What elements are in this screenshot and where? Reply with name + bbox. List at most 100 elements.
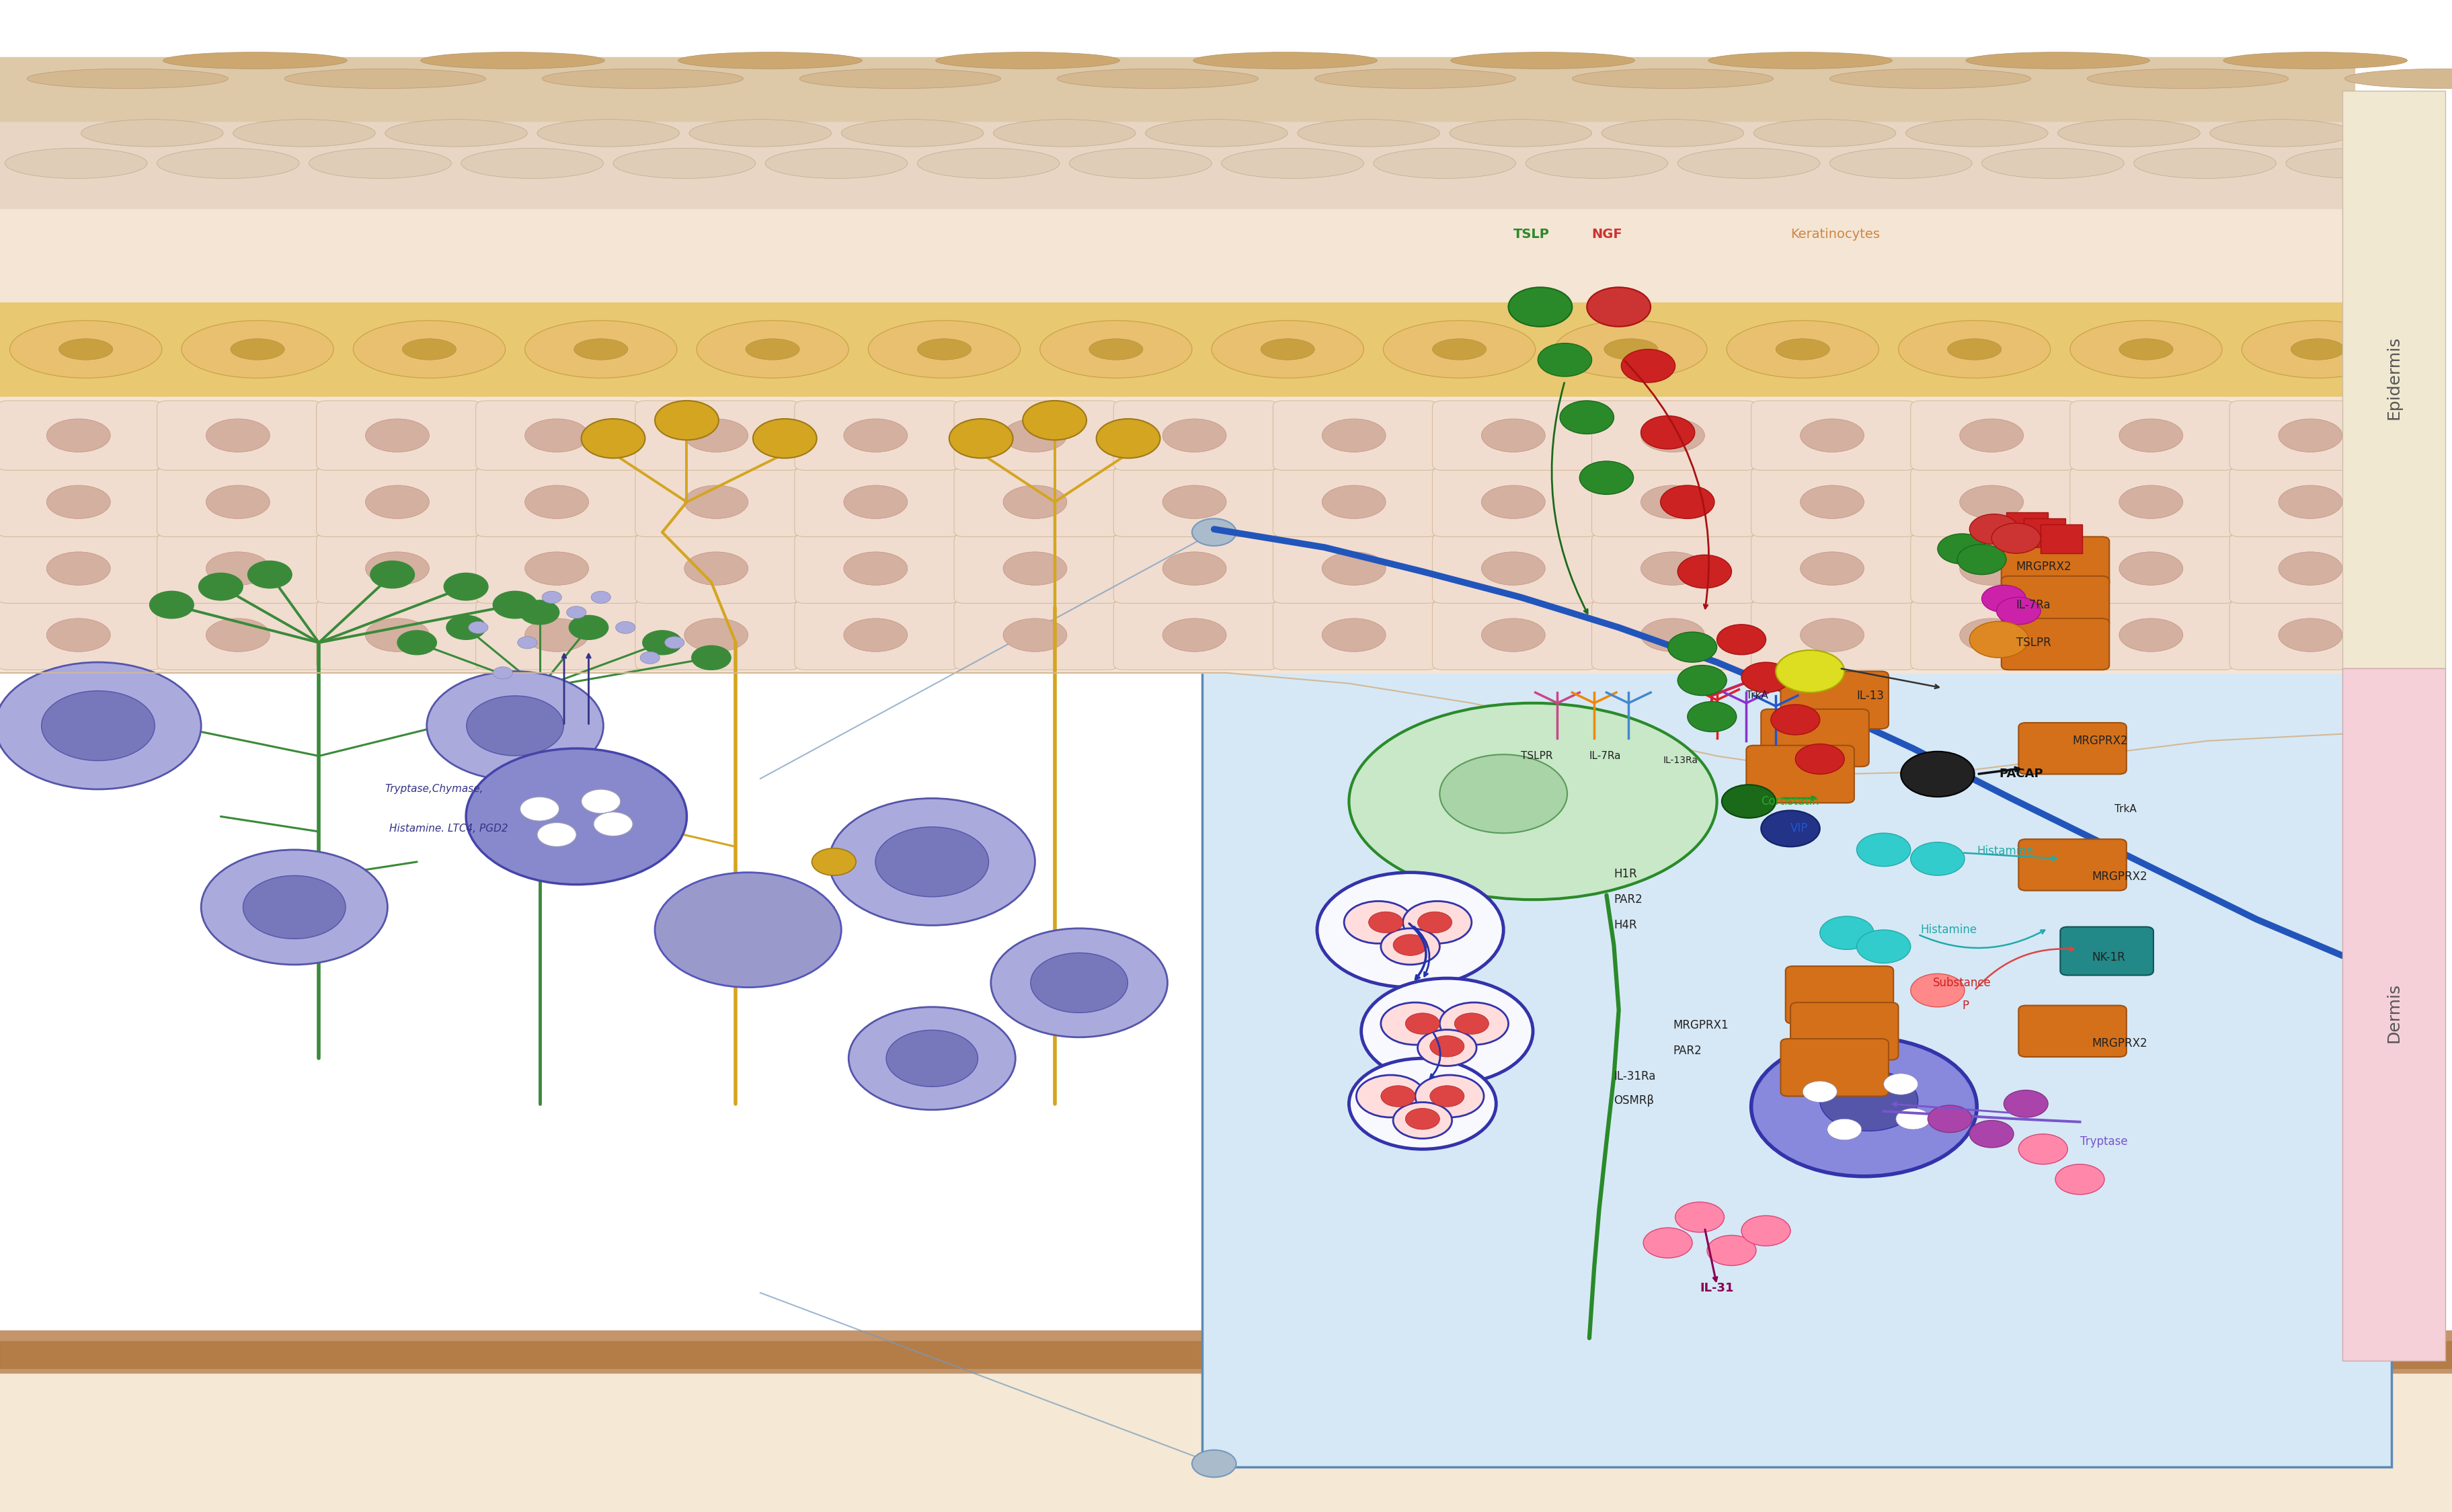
Ellipse shape [365, 618, 429, 652]
Ellipse shape [206, 552, 270, 585]
Text: NGF: NGF [1591, 228, 1623, 240]
Ellipse shape [1432, 339, 1486, 360]
Ellipse shape [2290, 339, 2344, 360]
FancyBboxPatch shape [794, 467, 959, 537]
Circle shape [566, 606, 586, 618]
Ellipse shape [1481, 485, 1545, 519]
FancyBboxPatch shape [954, 467, 1118, 537]
Ellipse shape [1677, 148, 1819, 178]
Circle shape [1827, 1119, 1861, 1140]
Ellipse shape [1211, 321, 1363, 378]
Text: Keratinocytes: Keratinocytes [1790, 228, 1878, 240]
Circle shape [1621, 349, 1675, 383]
FancyBboxPatch shape [954, 401, 1118, 470]
FancyBboxPatch shape [2060, 927, 2153, 975]
FancyBboxPatch shape [2069, 401, 2234, 470]
Ellipse shape [1800, 419, 1864, 452]
Ellipse shape [677, 53, 863, 68]
Text: MRGPRX2: MRGPRX2 [2092, 1037, 2148, 1049]
Ellipse shape [525, 552, 588, 585]
Circle shape [812, 848, 856, 875]
Circle shape [466, 696, 564, 756]
Circle shape [615, 621, 635, 634]
Ellipse shape [689, 119, 831, 147]
FancyBboxPatch shape [2069, 600, 2234, 670]
Bar [0, 57, 2354, 121]
Text: MRGPRX2: MRGPRX2 [2092, 871, 2148, 883]
Ellipse shape [1145, 119, 1287, 147]
Ellipse shape [2224, 53, 2408, 68]
Circle shape [1430, 1036, 1464, 1057]
Circle shape [1508, 287, 1572, 327]
Circle shape [1900, 751, 1974, 797]
Circle shape [1579, 461, 1633, 494]
FancyBboxPatch shape [0, 401, 162, 470]
Ellipse shape [1905, 119, 2047, 147]
Ellipse shape [993, 119, 1135, 147]
FancyBboxPatch shape [316, 401, 481, 470]
FancyBboxPatch shape [1910, 467, 2074, 537]
Circle shape [446, 615, 485, 640]
Text: TSLPR: TSLPR [2016, 637, 2050, 649]
Circle shape [885, 1030, 978, 1087]
FancyBboxPatch shape [954, 600, 1118, 670]
Bar [2006, 513, 2047, 541]
Ellipse shape [1800, 618, 1864, 652]
Circle shape [848, 1007, 1015, 1110]
Circle shape [1430, 1086, 1464, 1107]
Ellipse shape [1481, 552, 1545, 585]
Circle shape [1403, 901, 1471, 943]
Ellipse shape [2087, 70, 2288, 89]
Circle shape [1415, 1075, 1483, 1117]
Ellipse shape [1162, 552, 1226, 585]
Ellipse shape [2057, 119, 2199, 147]
Circle shape [664, 637, 684, 649]
Ellipse shape [162, 53, 346, 68]
FancyBboxPatch shape [1591, 401, 1756, 470]
Text: TrkA: TrkA [2114, 804, 2136, 813]
Ellipse shape [684, 485, 748, 519]
Circle shape [1660, 485, 1714, 519]
Ellipse shape [2133, 148, 2275, 178]
Text: IL-7Ra: IL-7Ra [2016, 599, 2050, 611]
FancyBboxPatch shape [1746, 745, 1854, 803]
Ellipse shape [206, 419, 270, 452]
FancyBboxPatch shape [1910, 401, 2074, 470]
Circle shape [1417, 912, 1452, 933]
FancyBboxPatch shape [1591, 467, 1756, 537]
Text: Tryptase,Chymase,: Tryptase,Chymase, [385, 785, 483, 794]
Ellipse shape [841, 119, 983, 147]
Ellipse shape [684, 419, 748, 452]
FancyBboxPatch shape [794, 600, 959, 670]
Circle shape [1677, 665, 1726, 696]
FancyBboxPatch shape [1273, 534, 1437, 603]
Ellipse shape [1221, 148, 1363, 178]
Bar [2342, 91, 2445, 668]
Ellipse shape [745, 339, 799, 360]
Circle shape [2055, 1164, 2104, 1194]
Circle shape [581, 789, 620, 813]
Ellipse shape [2278, 618, 2342, 652]
Text: Histamine. LTC4, PGD2: Histamine. LTC4, PGD2 [390, 824, 508, 833]
Text: Tryptase: Tryptase [2079, 1136, 2126, 1148]
Circle shape [2003, 1090, 2047, 1117]
Ellipse shape [537, 119, 679, 147]
Ellipse shape [1057, 70, 1258, 89]
Ellipse shape [1481, 419, 1545, 452]
Ellipse shape [1069, 148, 1211, 178]
Circle shape [0, 662, 201, 789]
Ellipse shape [684, 552, 748, 585]
FancyBboxPatch shape [476, 401, 640, 470]
Circle shape [1687, 702, 1736, 732]
FancyBboxPatch shape [1751, 600, 1915, 670]
Text: Dermis: Dermis [2386, 983, 2401, 1043]
FancyBboxPatch shape [1780, 1039, 1888, 1096]
Circle shape [1356, 1075, 1425, 1117]
FancyBboxPatch shape [794, 401, 959, 470]
Ellipse shape [1959, 419, 2023, 452]
FancyBboxPatch shape [2229, 534, 2393, 603]
Ellipse shape [2069, 321, 2222, 378]
Bar [0, 302, 2354, 396]
Text: H4R: H4R [1613, 919, 1635, 931]
Circle shape [1643, 1228, 1692, 1258]
